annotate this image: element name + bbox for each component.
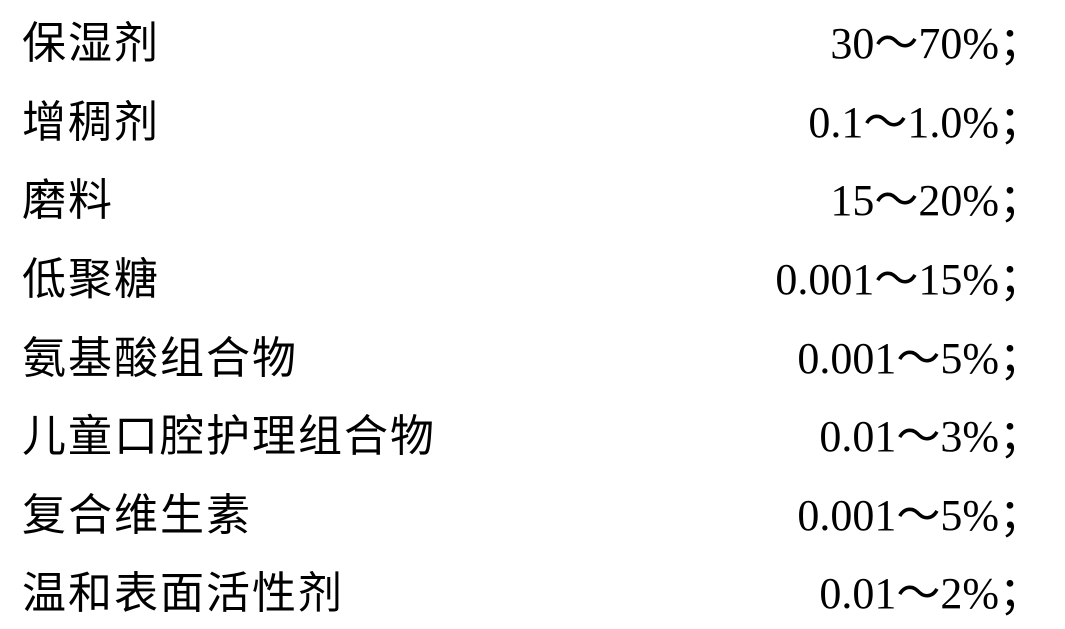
ingredient-value: 0.001～15%； [775, 243, 1065, 307]
ingredient-label: 低聚糖 [0, 243, 160, 307]
table-row: 保湿剂 30～70%； [0, 0, 1065, 79]
ingredient-value: 0.01～3%； [819, 400, 1065, 464]
ingredient-label: 磨料 [0, 164, 114, 228]
ingredient-table: 保湿剂 30～70%； 增稠剂 0.1～1.0%； 磨料 15～20%； 低聚糖… [0, 0, 1065, 629]
ingredient-label: 温和表面活性剂 [0, 557, 344, 621]
ingredient-value: 30～70%； [830, 7, 1065, 71]
table-row: 氨基酸组合物 0.001～5%； [0, 314, 1065, 393]
ingredient-value: 0.001～5%； [797, 479, 1065, 543]
ingredient-value: 15～20%； [830, 164, 1065, 228]
ingredient-value: 0.01～2%； [819, 557, 1065, 621]
ingredient-label: 复合维生素 [0, 479, 252, 543]
ingredient-label: 增稠剂 [0, 86, 160, 150]
table-row: 温和表面活性剂 0.01～2%； [0, 550, 1065, 629]
table-row: 低聚糖 0.001～15%； [0, 236, 1065, 315]
ingredient-label: 保湿剂 [0, 7, 160, 71]
table-row: 磨料 15～20%； [0, 157, 1065, 236]
ingredient-value: 0.001～5%； [797, 322, 1065, 386]
ingredient-value: 0.1～1.0%； [808, 86, 1065, 150]
ingredient-label: 氨基酸组合物 [0, 322, 298, 386]
ingredient-label: 儿童口腔护理组合物 [0, 400, 436, 464]
table-row: 儿童口腔护理组合物 0.01～3%； [0, 393, 1065, 472]
table-row: 增稠剂 0.1～1.0%； [0, 79, 1065, 158]
table-row: 复合维生素 0.001～5%； [0, 472, 1065, 551]
